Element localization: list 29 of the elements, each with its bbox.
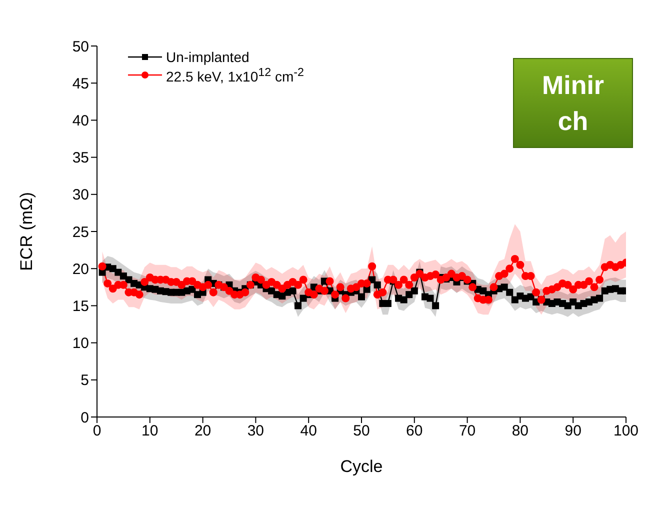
y-tick-label: 5 bbox=[80, 372, 89, 390]
x-tick-label: 90 bbox=[564, 422, 582, 440]
annotation: ch bbox=[556, 105, 590, 138]
x-tick-label: 100 bbox=[613, 422, 639, 440]
legend-label: Un-implanted bbox=[166, 49, 250, 65]
y-tick-label: 25 bbox=[72, 224, 89, 241]
x-axis-title: Cycle bbox=[340, 457, 383, 476]
x-tick-label: 30 bbox=[247, 422, 264, 440]
y-tick-label: 10 bbox=[72, 335, 89, 352]
x-tick-label: 20 bbox=[194, 422, 212, 440]
x-tick-label: 60 bbox=[406, 422, 423, 440]
y-tick-label: 20 bbox=[72, 260, 89, 278]
y-tick-label: 45 bbox=[72, 75, 89, 92]
y-tick-label: 30 bbox=[72, 186, 89, 204]
label-box: Minir ch bbox=[513, 58, 633, 148]
y-axis-title: ECR (mΩ) bbox=[17, 192, 36, 271]
y-tick-label: 0 bbox=[80, 409, 89, 426]
x-tick-label: 70 bbox=[458, 422, 476, 440]
y-tick-label: 35 bbox=[72, 150, 89, 167]
x-tick-label: 0 bbox=[92, 422, 102, 440]
x-tick-label: 50 bbox=[353, 422, 370, 440]
y-tick-label: 15 bbox=[72, 298, 89, 316]
y-tick-label: 50 bbox=[72, 38, 89, 56]
x-tick-label: 10 bbox=[142, 422, 158, 440]
legend-label: 22.5 keV, 1x10$^{12}$ cm$^{-2}$ bbox=[166, 66, 304, 84]
x-tick-label: 40 bbox=[300, 422, 317, 440]
y-tick-label: 40 bbox=[72, 112, 89, 130]
x-tick-label: 80 bbox=[512, 422, 529, 440]
annotation: Minir bbox=[540, 69, 606, 102]
